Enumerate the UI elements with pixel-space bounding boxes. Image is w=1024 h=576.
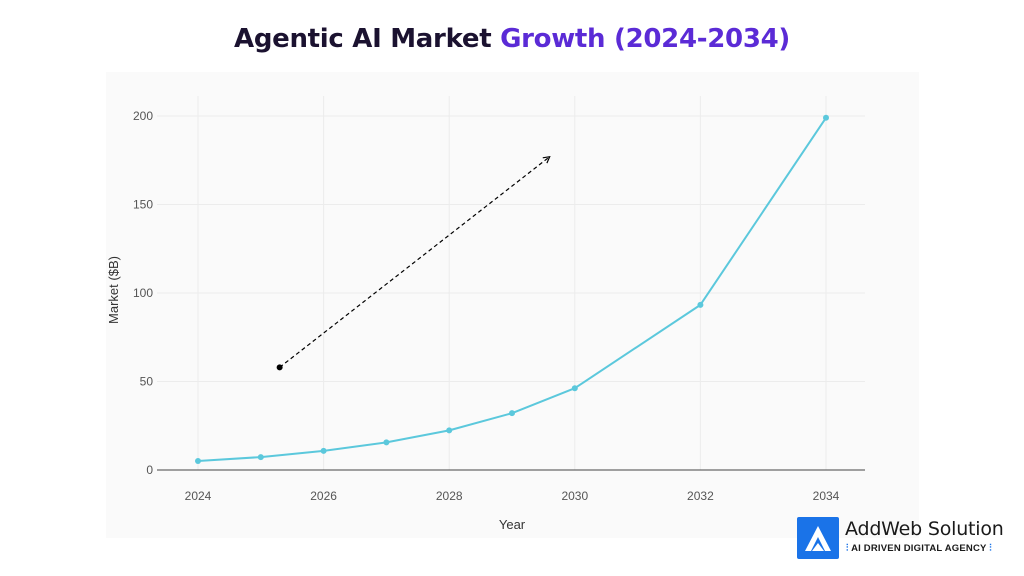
grid-lines (157, 96, 865, 470)
y-tick-label: 0 (146, 463, 153, 477)
annotation-layer (276, 155, 551, 371)
plot-background (106, 72, 919, 538)
y-tick-label: 200 (133, 109, 153, 123)
tagline-left-icon: ⫶ (846, 543, 852, 554)
data-point (320, 447, 327, 454)
data-point (195, 457, 201, 464)
x-tick-label: 2024 (185, 489, 212, 503)
logo-tagline: ⫶ AI DRIVEN DIGITAL AGENCY ⫶ (846, 543, 992, 554)
x-tick-label: 2032 (687, 489, 714, 503)
x-tick-label: 2030 (561, 489, 588, 503)
data-point (823, 114, 829, 121)
axes: 0 50 100 150 200 2024 2026 2028 2030 2032 2034 (133, 109, 865, 503)
trend-arrow-line (279, 156, 551, 368)
logo-mark-icon (797, 517, 839, 559)
series-line (197, 117, 827, 462)
data-point (697, 301, 704, 308)
data-point (446, 427, 453, 434)
logo-name: AddWeb Solution (845, 518, 1004, 540)
data-point (571, 385, 578, 392)
chart-title-part2: Growth (2024-2034) (500, 24, 790, 54)
data-point (257, 454, 264, 461)
tagline-right-icon: ⫶ (986, 543, 992, 554)
y-tick-label: 100 (133, 286, 153, 300)
y-axis-label: Market ($B) (106, 256, 121, 324)
x-tick-label: 2026 (310, 489, 337, 503)
brand-logo: AddWeb Solution ⫶ AI DRIVEN DIGITAL AGEN… (795, 516, 1020, 562)
chart-title-part1: Agentic AI Market (234, 24, 501, 54)
y-tick-label: 50 (140, 375, 154, 389)
x-tick-label: 2028 (436, 489, 463, 503)
data-point (509, 410, 515, 417)
chart-title: Agentic AI Market Growth (2024-2034) (0, 24, 1024, 54)
logo-tagline-text: AI DRIVEN DIGITAL AGENCY (851, 543, 987, 554)
x-tick-label: 2034 (813, 489, 840, 503)
series-layer (195, 114, 829, 464)
x-axis-label: Year (499, 517, 526, 532)
y-tick-label: 150 (133, 198, 153, 212)
trend-arrow-head-icon (542, 155, 551, 164)
data-point (383, 439, 390, 446)
